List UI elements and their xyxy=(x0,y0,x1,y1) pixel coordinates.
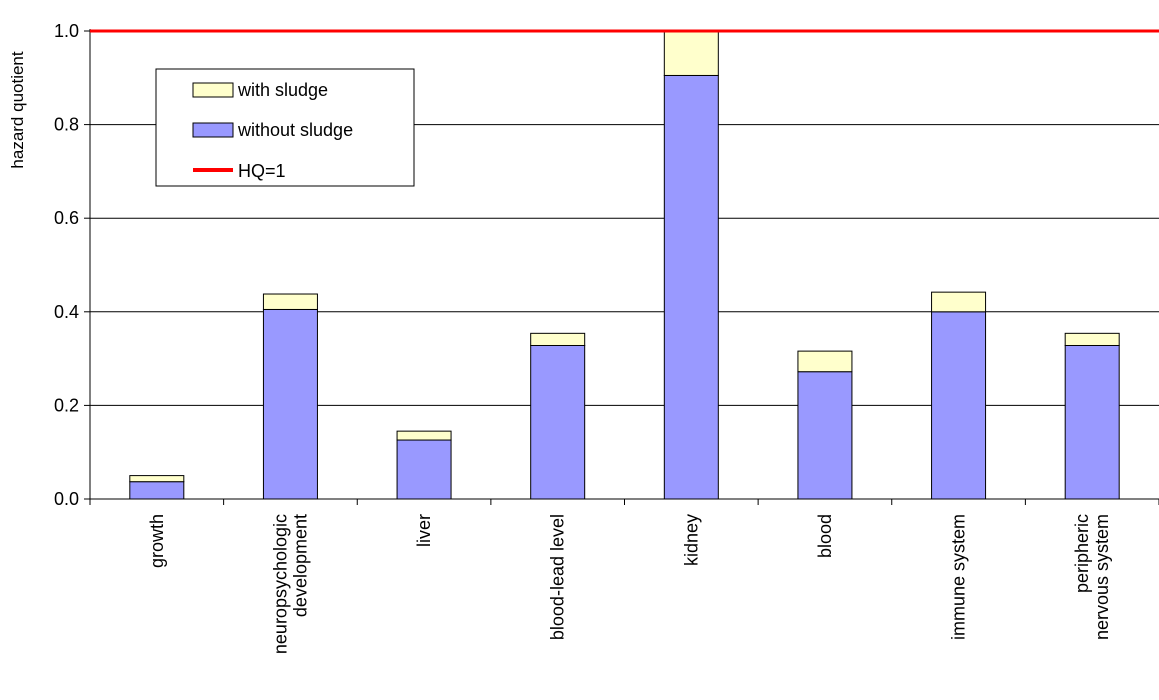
y-tick-label: 0.4 xyxy=(54,302,79,322)
bar-with-sludge xyxy=(262,293,318,310)
bar-without-sludge xyxy=(931,311,987,500)
y-tick-label: 0.8 xyxy=(54,115,79,135)
bar-without-sludge xyxy=(396,439,452,500)
bar-without-sludge xyxy=(530,344,586,500)
bar-with-sludge xyxy=(530,332,586,346)
bar-with-sludge xyxy=(931,291,987,313)
y-tick-label: 0.2 xyxy=(54,395,79,415)
bar-with-sludge xyxy=(396,430,452,441)
bar-without-sludge xyxy=(1064,344,1120,500)
legend-swatch-with-sludge xyxy=(192,82,234,98)
legend: with sludge without sludge HQ=1 xyxy=(155,68,415,187)
x-tick-label: blood xyxy=(815,514,835,558)
bar-with-sludge xyxy=(663,31,719,76)
axes xyxy=(84,29,1159,505)
bar-without-sludge xyxy=(663,74,719,500)
bar-without-sludge xyxy=(262,308,318,500)
legend-label-hq1: HQ=1 xyxy=(238,161,286,181)
bars xyxy=(129,31,1120,500)
x-tick-label: growth xyxy=(147,514,167,568)
x-tick-label: neuropsychologic xyxy=(270,514,290,654)
y-tick-label: 0.6 xyxy=(54,208,79,228)
y-tick-label: 0.0 xyxy=(54,489,79,509)
x-tick-label: kidney xyxy=(681,514,701,566)
x-tick-label: liver xyxy=(414,514,434,547)
bar-without-sludge xyxy=(129,481,185,500)
x-tick-label: peripheric xyxy=(1072,514,1092,593)
y-tick-labels: 0.0 0.2 0.4 0.6 0.8 1.0 xyxy=(54,21,79,509)
x-tick-labels: growth neuropsychologic development liver bl… xyxy=(147,514,1112,654)
x-tick-label: immune system xyxy=(949,514,969,640)
y-axis-label: hazard quotient xyxy=(8,51,27,168)
legend-swatch-without-sludge xyxy=(192,122,234,138)
bar-without-sludge xyxy=(797,371,853,500)
x-tick-label: development xyxy=(290,514,310,617)
bar-with-sludge xyxy=(797,350,853,373)
x-tick-label: nervous system xyxy=(1092,514,1112,640)
x-tick-label: blood-lead level xyxy=(548,514,568,640)
bar-with-sludge xyxy=(129,475,185,483)
bar-with-sludge xyxy=(1064,332,1120,346)
legend-label-without-sludge: without sludge xyxy=(237,120,353,140)
legend-label-with-sludge: with sludge xyxy=(237,80,328,100)
y-tick-label: 1.0 xyxy=(54,21,79,41)
